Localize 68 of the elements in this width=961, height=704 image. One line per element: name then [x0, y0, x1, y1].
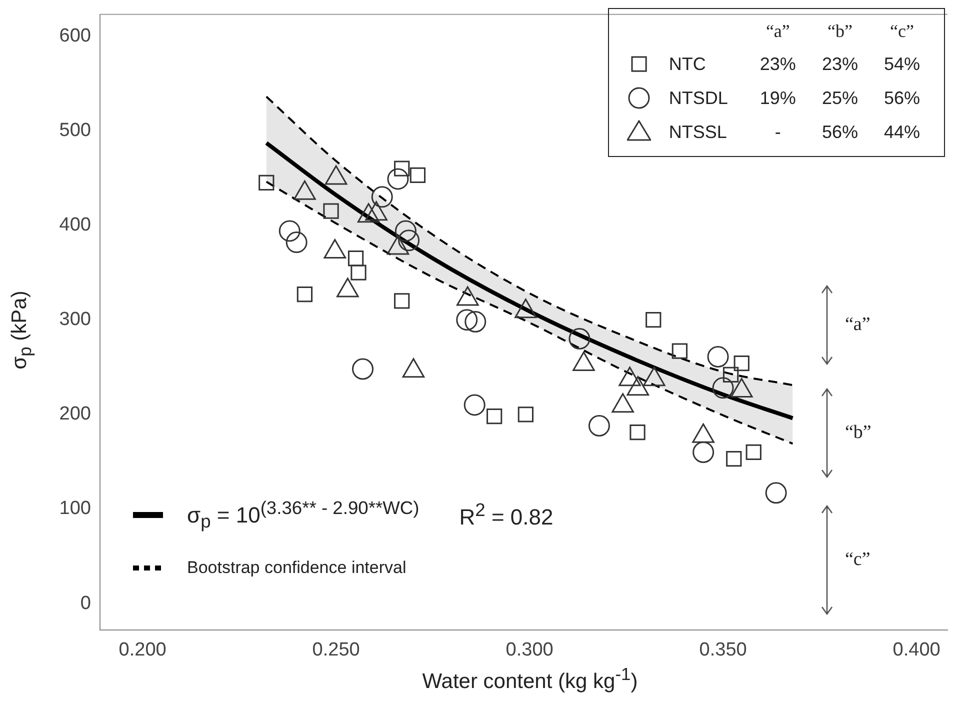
annotation: 19% — [758, 86, 797, 110]
line-series — [264, 141, 795, 420]
point — [398, 230, 420, 252]
point — [568, 328, 590, 350]
point — [394, 293, 410, 309]
point — [765, 482, 787, 504]
legend-label: NTSDL — [668, 86, 729, 110]
annotation: σ$_{p}$ = 10$^{(3.36** - 2.90**WC)}$ — [187, 497, 420, 533]
point — [286, 232, 308, 254]
x-tick-label: 0.200 — [118, 640, 166, 661]
point — [588, 414, 610, 436]
annotation: 56% — [820, 120, 859, 144]
annotation: R$^{2}$ = 0.82 — [459, 499, 554, 531]
point — [394, 220, 416, 242]
annotation: Bootstrap confidence interval — [187, 558, 406, 578]
annotation: “c” — [845, 549, 870, 571]
point — [486, 408, 502, 424]
annotation: “b” — [845, 422, 872, 444]
x-tick-label: 0.350 — [699, 640, 747, 661]
point — [278, 220, 300, 242]
point — [712, 377, 734, 399]
y-tick-label: 300 — [59, 309, 91, 330]
point — [258, 174, 274, 191]
point — [722, 366, 739, 383]
annotation: 23% — [820, 52, 859, 76]
point — [387, 168, 409, 190]
point — [692, 441, 714, 463]
point — [464, 394, 486, 416]
point — [464, 310, 486, 332]
annotation: 23% — [758, 52, 797, 76]
annotation: 25% — [820, 86, 859, 110]
y-tick-label: 500 — [59, 120, 91, 141]
x-tick-label: 0.400 — [892, 640, 940, 661]
x-axis-title: Water content (kg kg$^{-1}$) — [421, 664, 639, 694]
point — [707, 346, 729, 368]
point — [646, 312, 662, 328]
point — [672, 343, 688, 359]
point — [726, 451, 742, 467]
y-tick-label: 100 — [59, 498, 91, 520]
point — [394, 160, 410, 176]
annotation: 44% — [882, 120, 921, 144]
annotation: 54% — [882, 52, 921, 76]
annotation: - — [774, 120, 782, 144]
legend-label: NTC — [668, 52, 707, 76]
point — [323, 203, 339, 219]
point — [734, 356, 750, 372]
x-tick-label: 0.250 — [312, 640, 360, 661]
point — [371, 186, 393, 208]
y-tick-label: 400 — [59, 214, 91, 236]
point — [630, 424, 646, 440]
legend-label: NTSSL — [668, 120, 728, 144]
x-tick-label: 0.300 — [506, 640, 554, 661]
annotation: “a” — [764, 20, 791, 43]
y-tick-label: 200 — [59, 404, 91, 425]
point — [352, 358, 374, 380]
annotation: 56% — [882, 86, 921, 110]
point — [348, 250, 364, 266]
annotation: “b” — [826, 20, 854, 43]
point — [456, 309, 478, 331]
point — [746, 444, 762, 460]
point — [518, 406, 534, 422]
point — [296, 286, 313, 302]
y-tick-label: 0 — [80, 592, 91, 614]
y-tick-label: 600 — [59, 25, 91, 46]
annotation: “c” — [889, 20, 915, 43]
point — [350, 264, 366, 280]
point — [410, 167, 426, 183]
annotation: “a” — [845, 314, 870, 336]
